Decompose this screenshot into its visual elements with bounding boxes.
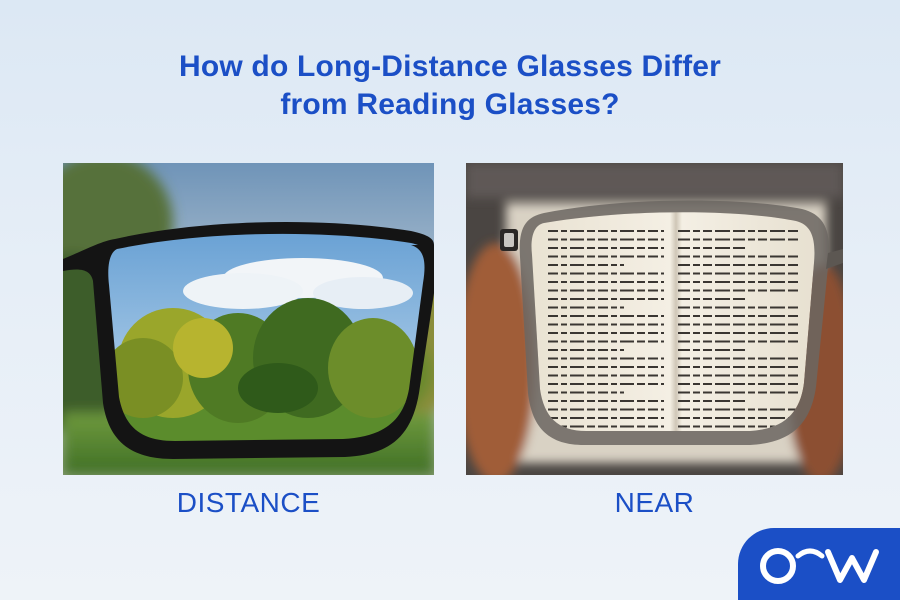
glasses-frame [63, 221, 434, 459]
title-line-2: from Reading Glasses? [280, 88, 620, 121]
brand-logo-icon [760, 548, 879, 584]
page-title: How do Long-Distance Glasses Differ from… [0, 48, 900, 124]
brand-logo [738, 528, 900, 600]
title-line-1: How do Long-Distance Glasses Differ [178, 50, 722, 83]
distance-label: DISTANCE [176, 487, 321, 518]
near-image [466, 163, 843, 475]
sharp-lens-text-view [531, 212, 815, 431]
glasses-frame-translucent [519, 200, 830, 445]
glasses-temple [826, 249, 843, 269]
sharp-lens-view [105, 227, 429, 445]
distance-image [63, 163, 434, 475]
near-label: NEAR [614, 487, 695, 518]
